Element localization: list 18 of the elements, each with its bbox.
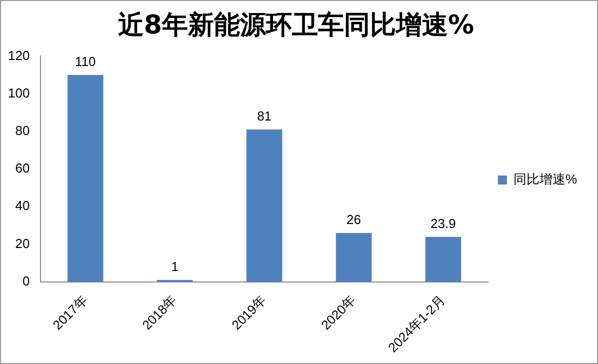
y-tick-label: 80: [15, 122, 30, 138]
data-label: 110: [75, 54, 96, 70]
y-tick-label: 60: [15, 160, 30, 176]
y-tick-label: 0: [22, 273, 30, 288]
y-tick-label: 20: [15, 236, 30, 251]
data-label: 1: [171, 259, 178, 274]
legend-label: 同比增速%: [513, 172, 578, 187]
bar: [246, 130, 282, 282]
chart-title: 近8年新能源环卫车同比增速%: [118, 10, 474, 40]
data-label: 23.9: [430, 216, 456, 231]
bar: [425, 236, 462, 282]
y-tick-label: 100: [8, 85, 30, 100]
y-tick-label: 40: [15, 198, 30, 214]
bar: [68, 75, 104, 282]
data-label: 81: [257, 108, 272, 124]
data-label: 26: [346, 212, 361, 228]
bar: [336, 232, 372, 282]
y-tick-label: 120: [8, 48, 30, 63]
